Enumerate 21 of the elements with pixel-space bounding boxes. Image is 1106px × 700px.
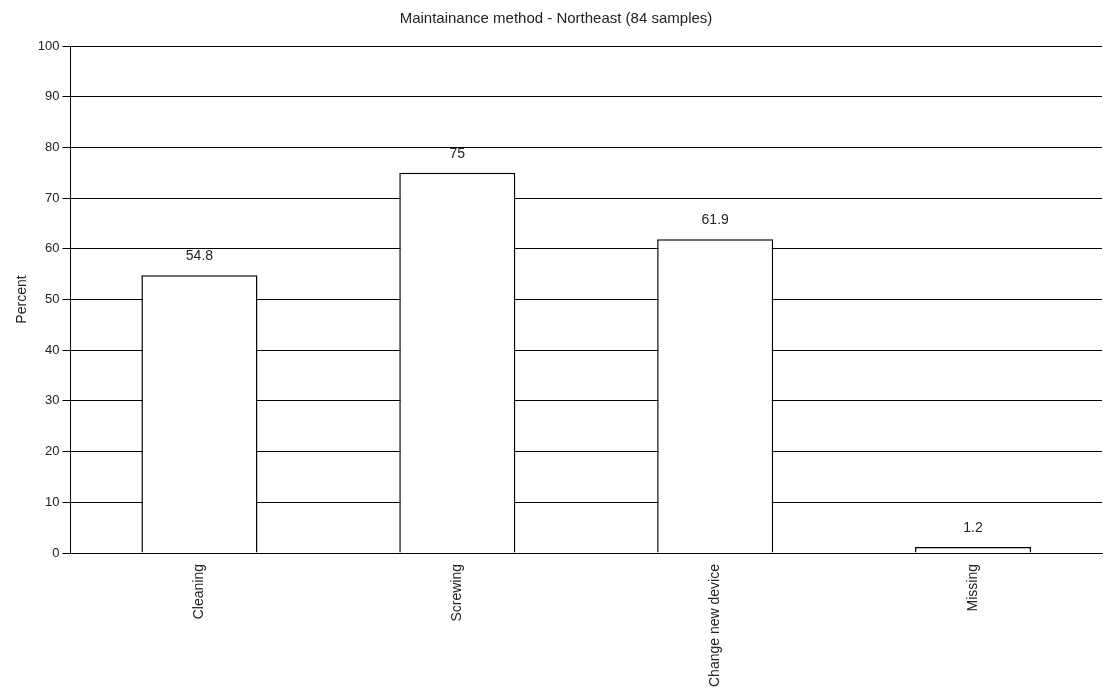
- y-tick-label: 50: [45, 291, 60, 307]
- y-tick-label: 40: [45, 341, 60, 357]
- chart-title: Maintainance method - Northeast (84 samples): [399, 9, 713, 27]
- data-label: 1.2: [963, 518, 983, 535]
- x-tick-label: Missing: [963, 564, 980, 612]
- y-tick-label: 100: [37, 37, 60, 53]
- data-label: 61.9: [701, 211, 730, 228]
- x-tick-label: Screwing: [448, 564, 465, 622]
- y-tick-label: 70: [45, 189, 60, 205]
- data-label: 75: [449, 144, 466, 161]
- y-tick-label: 30: [45, 392, 60, 408]
- y-tick-label: 10: [45, 493, 60, 509]
- x-tick-label: Cleaning: [190, 564, 207, 620]
- y-tick-label: 80: [45, 138, 60, 154]
- y-tick-label: 0: [52, 544, 60, 560]
- y-tick-label: 20: [45, 443, 60, 459]
- y-tick-label: 60: [45, 240, 60, 256]
- y-tick-label: 90: [45, 88, 60, 104]
- x-tick-label: Change new device: [706, 563, 723, 688]
- data-label: 54.8: [185, 247, 214, 264]
- y-axis-title: Percent: [13, 275, 30, 324]
